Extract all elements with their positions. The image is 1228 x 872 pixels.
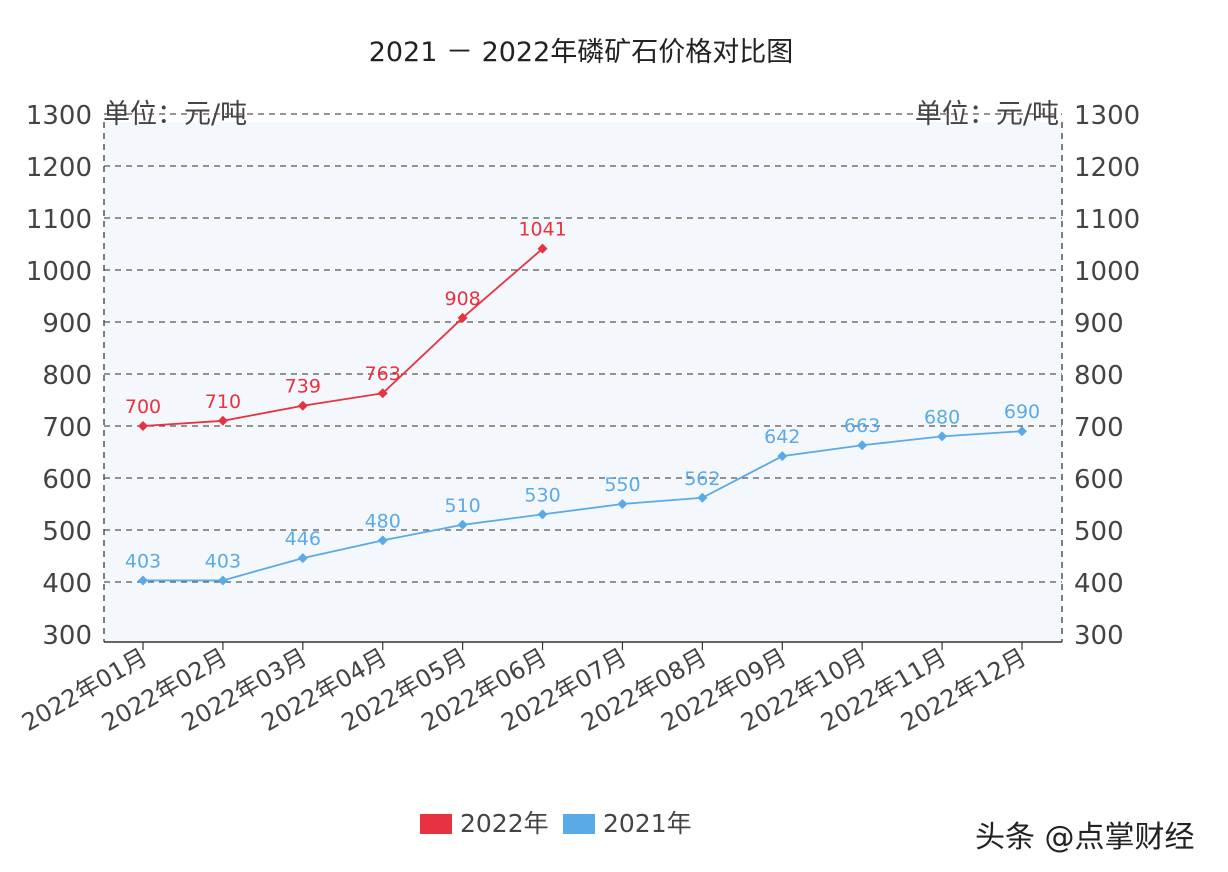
y-tick-label-right: 900 <box>1074 309 1124 339</box>
data-point <box>217 415 228 426</box>
y-tick-label-left: 1200 <box>26 153 92 183</box>
data-label: 908 <box>445 288 481 310</box>
y-tick-label-right: 1100 <box>1074 205 1140 235</box>
series-line-2022年 <box>142 247 544 427</box>
data-point <box>297 553 308 564</box>
data-label: 403 <box>125 550 161 572</box>
y-tick-labels: 300 300 400 400 500 500 600 600 700 700 800 800 900 9… <box>26 101 1140 651</box>
x-tick-labels: 2022年01月2022年02月2022年03月2022年04月2022年05月… <box>17 643 1031 737</box>
data-label: 1041 <box>518 219 566 241</box>
legend-swatch <box>420 814 452 834</box>
data-label: 510 <box>445 495 481 517</box>
data-label: 642 <box>764 426 800 448</box>
data-point <box>537 243 548 254</box>
data-point <box>617 499 628 509</box>
legend-label: 2022年 <box>460 809 549 838</box>
data-point <box>457 519 468 530</box>
plot-area <box>104 122 1062 642</box>
data-label: 680 <box>924 406 960 428</box>
y-tick-label-right: 300 <box>1074 621 1124 651</box>
y-tick-label-right: 1000 <box>1074 257 1140 287</box>
data-point <box>777 451 788 462</box>
data-label: 562 <box>684 468 720 490</box>
data-label: 710 <box>205 391 241 413</box>
chart-title: 2021 － 2022年磷矿石价格对比图 <box>369 37 794 68</box>
data-point <box>697 492 708 503</box>
data-point <box>857 440 868 451</box>
data-label: 739 <box>285 376 321 398</box>
y-tick-label-right: 500 <box>1074 517 1124 547</box>
y-tick-label-left: 1100 <box>26 205 92 235</box>
data-label: 700 <box>125 396 161 418</box>
data-point <box>138 575 148 586</box>
data-label: 530 <box>524 484 560 506</box>
legend-swatch <box>563 814 595 834</box>
data-label: 446 <box>285 528 321 550</box>
data-label: 690 <box>1004 401 1040 423</box>
data-label: 763 <box>365 363 401 385</box>
data-label: 480 <box>365 510 401 532</box>
axes <box>103 122 1063 650</box>
data-point <box>217 575 228 586</box>
data-point <box>937 431 948 442</box>
data-label: 663 <box>844 415 880 437</box>
y-tick-label-right: 600 <box>1074 465 1124 495</box>
y-tick-label-right: 400 <box>1074 569 1124 599</box>
data-point <box>138 421 148 431</box>
y-tick-label-right: 800 <box>1074 361 1124 391</box>
legend: 2022年 2021年 <box>420 809 692 838</box>
y-tick-label-left: 900 <box>42 309 92 339</box>
y-tick-label-left: 300 <box>42 621 92 651</box>
y-tick-label-left: 700 <box>42 413 92 443</box>
y-tick-label-right: 1200 <box>1074 153 1140 183</box>
data-point <box>377 388 388 399</box>
y-tick-label-right: 700 <box>1074 413 1124 443</box>
y-tick-label-left: 1000 <box>26 257 92 287</box>
y-tick-label-left: 800 <box>42 361 92 391</box>
y-tick-label-left: 500 <box>42 517 92 547</box>
data-point <box>377 535 388 546</box>
y-tick-label-left: 1300 <box>26 101 92 131</box>
data-label: 550 <box>604 474 640 496</box>
legend-label: 2021年 <box>603 809 692 838</box>
series-line-2021年 <box>143 430 1023 582</box>
watermark-text: 头条 @点掌财经 <box>975 820 1195 855</box>
data-point <box>1017 426 1027 437</box>
data-point <box>457 312 468 323</box>
series-lines: 700 710 739 763 908 1041 403 403 446 480 510 530 550… <box>125 219 1040 586</box>
y-tick-label-left: 400 <box>42 569 92 599</box>
data-label: 403 <box>205 550 241 572</box>
data-point <box>537 509 548 520</box>
gridlines <box>104 113 1062 583</box>
data-point <box>297 400 308 411</box>
y-tick-label-right: 1300 <box>1074 101 1140 131</box>
y-tick-label-left: 600 <box>42 465 92 495</box>
